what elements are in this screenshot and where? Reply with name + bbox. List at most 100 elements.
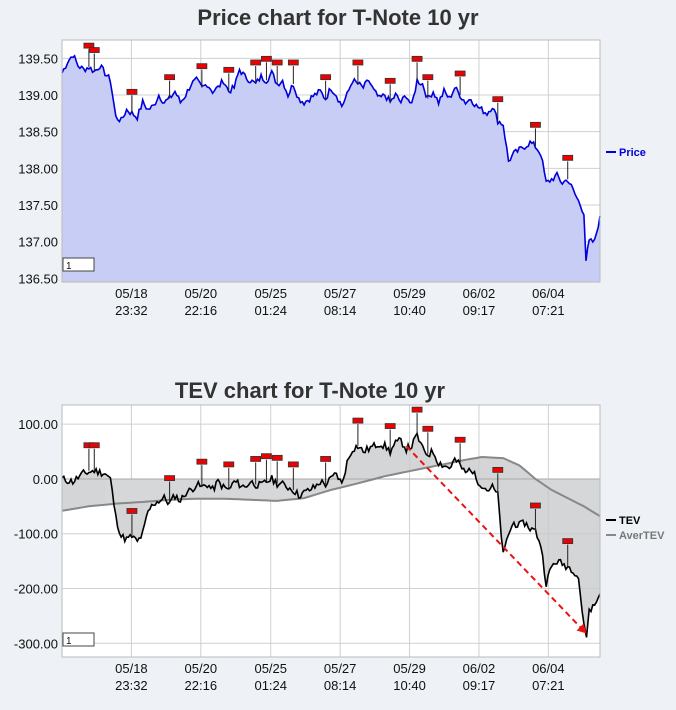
x-tick-time: 08:14 xyxy=(324,303,357,318)
x-tick-date: 05/25 xyxy=(254,286,287,301)
signal-flag[interactable] xyxy=(352,59,364,66)
signal-flag[interactable] xyxy=(261,453,272,460)
signal-flag[interactable] xyxy=(271,59,283,66)
tev-chart-title: TEV chart for T-Note 10 yr xyxy=(175,378,446,403)
legend-entry: AverTEV xyxy=(619,530,665,542)
signal-flag[interactable] xyxy=(250,456,262,462)
signal-flag[interactable] xyxy=(126,88,138,95)
price-chart-title: Price chart for T-Note 10 yr xyxy=(197,5,479,30)
x-tick-time: 23:32 xyxy=(115,678,148,693)
x-tick-date: 06/02 xyxy=(463,286,496,301)
signal-flag[interactable] xyxy=(88,47,100,53)
x-tick-time: 07:21 xyxy=(532,303,565,318)
x-tick-date: 05/27 xyxy=(324,661,357,676)
signal-flag[interactable] xyxy=(164,475,176,482)
legend-entry: Price xyxy=(619,147,646,159)
signal-flag[interactable] xyxy=(223,66,235,73)
signal-flag[interactable] xyxy=(454,70,466,77)
y-tick-label: 137.00 xyxy=(18,235,58,250)
x-tick-date: 06/04 xyxy=(532,286,565,301)
zoom-input-value[interactable]: 1 xyxy=(66,636,72,647)
y-tick-label: 0.00 xyxy=(33,472,58,487)
tev-y-ticks: 100.00 0.00 -100.00 -200.00 -300.00 xyxy=(14,417,58,651)
signal-flag[interactable] xyxy=(562,154,574,161)
signal-flag[interactable] xyxy=(88,442,100,449)
y-tick-label: 136.50 xyxy=(18,271,58,286)
price-y-ticks: 136.50 137.00 137.50 138.00 138.50 139.00 139.… xyxy=(18,51,58,286)
signal-flag[interactable] xyxy=(411,406,423,413)
price-x-ticks: 05/18 23:32 05/20 22:16 05/25 01:24 05/27 08:14… xyxy=(115,286,564,318)
legend-entry: TEV xyxy=(619,515,641,527)
tev-grid xyxy=(62,405,600,657)
y-tick-label: -200.00 xyxy=(14,582,58,597)
x-tick-date: 06/02 xyxy=(463,661,496,676)
signal-flag[interactable] xyxy=(287,461,299,468)
y-tick-label: 138.50 xyxy=(18,125,58,140)
tev-x-ticks: 05/18 23:32 05/20 22:16 05/25 01:24 05/27 08:14… xyxy=(115,661,564,693)
signal-flag[interactable] xyxy=(384,423,396,429)
signal-flag[interactable] xyxy=(454,436,466,443)
price-area-fill xyxy=(62,55,600,282)
signal-flag[interactable] xyxy=(271,454,283,461)
y-tick-label: 100.00 xyxy=(18,417,58,432)
trend-arrow-head xyxy=(576,623,587,634)
price-marks: 1 xyxy=(61,39,601,283)
signal-flag[interactable] xyxy=(223,461,235,468)
signal-flag[interactable] xyxy=(384,77,396,84)
signal-flag[interactable] xyxy=(422,74,434,81)
x-tick-date: 05/25 xyxy=(254,661,287,676)
signal-flag[interactable] xyxy=(196,63,208,70)
x-tick-date: 05/18 xyxy=(115,661,148,676)
y-tick-label: 139.00 xyxy=(18,88,58,103)
x-tick-date: 05/27 xyxy=(324,286,357,301)
y-tick-label: 137.50 xyxy=(18,198,58,213)
signal-flag[interactable] xyxy=(352,417,364,424)
x-tick-time: 22:16 xyxy=(185,303,218,318)
signal-flag[interactable] xyxy=(126,508,138,514)
signal-flag[interactable] xyxy=(196,458,208,465)
signal-flag[interactable] xyxy=(287,59,299,66)
zoom-input-value[interactable]: 1 xyxy=(66,261,72,272)
x-tick-date: 05/20 xyxy=(185,286,218,301)
plot-frame xyxy=(61,404,601,658)
signal-flag[interactable] xyxy=(530,121,541,128)
x-tick-date: 06/04 xyxy=(532,661,565,676)
zoom-input-box[interactable] xyxy=(62,632,95,647)
y-tick-label: -300.00 xyxy=(14,636,58,651)
signal-flag[interactable] xyxy=(320,456,332,462)
signal-flag[interactable] xyxy=(411,55,423,62)
y-tick-label: 139.50 xyxy=(18,51,58,66)
tev-legend: TEV AverTEV xyxy=(606,515,665,542)
signal-flag[interactable] xyxy=(492,466,504,473)
x-tick-date: 05/20 xyxy=(185,661,218,676)
price-chart: Price chart for T-Note 10 yr 1 136.50 137… xyxy=(18,5,646,318)
x-tick-time: 09:17 xyxy=(463,678,496,693)
signal-flag[interactable] xyxy=(261,55,272,62)
x-tick-time: 08:14 xyxy=(324,678,357,693)
x-tick-date: 05/29 xyxy=(393,286,426,301)
x-tick-time: 22:16 xyxy=(185,678,218,693)
tev-marks: 1 xyxy=(61,404,601,658)
signal-flag[interactable] xyxy=(320,74,332,81)
tev-chart: TEV chart for T-Note 10 yr 1 100.00 0.00 -… xyxy=(14,378,665,693)
signal-flag[interactable] xyxy=(562,538,574,545)
plot-frame xyxy=(61,39,601,283)
signal-flag[interactable] xyxy=(164,74,176,81)
tev-series-line xyxy=(61,431,601,638)
x-tick-date: 05/18 xyxy=(115,286,148,301)
signal-flag[interactable] xyxy=(250,59,262,66)
x-tick-time: 10:40 xyxy=(393,303,426,318)
signal-flag[interactable] xyxy=(422,425,434,432)
x-tick-time: 09:17 xyxy=(463,303,496,318)
y-tick-label: -100.00 xyxy=(14,527,58,542)
zoom-input-box[interactable] xyxy=(62,257,95,272)
x-tick-time: 01:24 xyxy=(254,678,287,693)
signal-flag[interactable] xyxy=(530,502,541,509)
x-tick-time: 07:21 xyxy=(532,678,565,693)
signal-flag[interactable] xyxy=(492,96,504,103)
price-series-line xyxy=(61,54,601,261)
x-tick-date: 05/29 xyxy=(393,661,426,676)
x-tick-time: 10:40 xyxy=(393,678,426,693)
x-tick-time: 23:32 xyxy=(115,303,148,318)
